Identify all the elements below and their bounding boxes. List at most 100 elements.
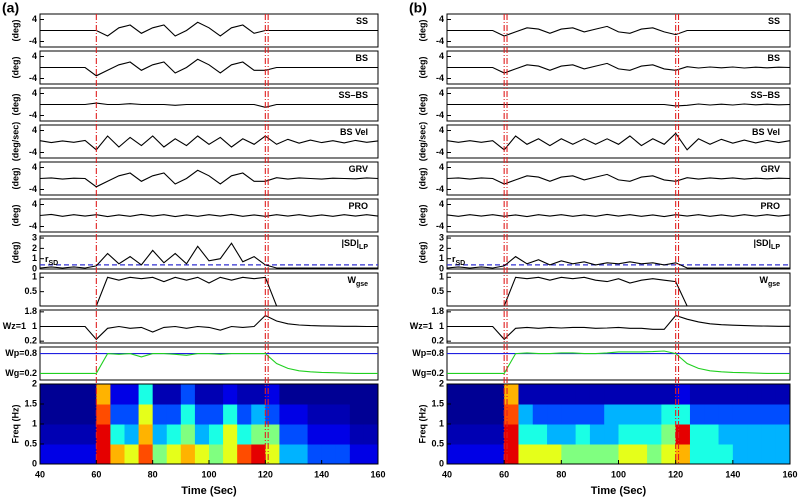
heatmap-cell [647, 404, 662, 425]
panel-frame [446, 161, 791, 196]
heatmap-cell [54, 384, 69, 405]
heatmap-cell [152, 404, 168, 425]
heatmap-cell [475, 404, 491, 425]
panel-label: Wgse [759, 275, 780, 287]
heatmap-cell [718, 444, 734, 465]
heatmap-cell [363, 444, 379, 465]
y-tick-label: 4 [32, 14, 37, 24]
heatmap-cell [321, 424, 337, 445]
y-axis-label: Freq (Hz) [10, 405, 20, 444]
heatmap-cell [279, 384, 294, 405]
y-tick-label: 1.5 [24, 398, 37, 408]
heatmap-cell [447, 444, 462, 465]
heatmap-cell [461, 384, 477, 405]
panel-label-main: SS [768, 16, 780, 26]
heatmap-cell [461, 444, 477, 465]
heatmap-cell [747, 444, 762, 465]
heatmap-cell [194, 424, 210, 445]
series-line [40, 58, 378, 77]
heatmap-cell [618, 444, 634, 465]
heatmap-cell [689, 444, 705, 465]
x-tick-label: 140 [314, 469, 329, 479]
heatmap-cell [589, 404, 605, 425]
y-tick-label: -4 [436, 221, 444, 231]
heatmap-cell [363, 404, 379, 425]
y-tick-label: -4 [436, 36, 444, 46]
panel-label-main: BS Vel [752, 127, 780, 137]
heatmap-cell [732, 404, 748, 425]
panel-label-sub: LP [771, 244, 780, 251]
heatmap-cell [761, 424, 777, 445]
heatmap-cell [349, 384, 365, 405]
panel-label: |SD|LP [342, 238, 369, 250]
panel-frame [39, 346, 379, 381]
heatmap-cell [532, 384, 548, 405]
heatmap-cell [209, 384, 224, 405]
y-tick-label: 4 [439, 51, 444, 61]
x-tick-label: 80 [556, 469, 566, 479]
heatmap-cell [504, 444, 519, 465]
heatmap-cell [647, 424, 662, 445]
x-tick-label: 80 [148, 469, 158, 479]
heatmap-cell [68, 404, 83, 425]
x-tick-label: 120 [258, 469, 273, 479]
heatmap-cell [675, 424, 691, 445]
heatmap-cell [180, 444, 196, 465]
y-tick-label: -4 [29, 110, 37, 120]
threshold-label: rSD [452, 254, 465, 266]
panel-label-sub: gse [356, 281, 368, 288]
y-tick-label: 3 [439, 232, 444, 242]
y-tick-label: -4 [29, 73, 37, 83]
heatmap-cell [704, 444, 720, 465]
heatmap-cell [180, 384, 196, 405]
heatmap-cell [589, 424, 605, 445]
panel-label: BS Vel [340, 127, 368, 137]
heatmap-cell [335, 404, 351, 425]
heatmap-cell [166, 384, 182, 405]
heatmap-cell [349, 444, 365, 465]
heatmap-cell [532, 404, 548, 425]
heatmap-cell [589, 444, 605, 465]
y-tick-label: 0.2 [24, 336, 37, 346]
y-tick-label: 1 [32, 321, 37, 331]
heatmap-cell [307, 444, 323, 465]
heatmap-cell [307, 384, 323, 405]
y-tick-label: 4 [32, 88, 37, 98]
y-tick-label: 4 [439, 199, 444, 209]
panel-label: PRO [348, 201, 368, 211]
panel-frame [39, 161, 379, 196]
heatmap-cell [518, 404, 534, 425]
panel-label: BS Vel [752, 127, 780, 137]
heatmap-cell [547, 424, 562, 445]
x-tick-label: 100 [611, 469, 626, 479]
y-tick-label: 4 [32, 199, 37, 209]
heatmap-cell [504, 404, 519, 425]
heatmap-cell [138, 404, 154, 425]
y-axis-label: (deg) [10, 94, 20, 116]
heatmap-cell [124, 424, 140, 445]
heatmap-cell [152, 444, 168, 465]
heatmap-cell [647, 384, 662, 405]
panel-label: GRV [349, 164, 368, 174]
heatmap-cell [237, 424, 252, 445]
panel-frame [446, 124, 791, 159]
heatmap-cell [661, 424, 677, 445]
heatmap-cell [775, 384, 791, 405]
heatmap-cell [475, 384, 491, 405]
series-label: Wz=1 [410, 321, 433, 331]
series-line [40, 314, 378, 341]
heatmap-cell [54, 444, 69, 465]
y-tick-label: 1 [32, 253, 37, 263]
heatmap-cell [718, 404, 734, 425]
x-axis-label: Time (Sec) [591, 485, 647, 497]
panel-frame [39, 235, 379, 270]
panel-label-main: |SD| [342, 238, 360, 248]
panel-label: SS [768, 16, 780, 26]
heatmap-cell [265, 424, 280, 445]
heatmap-cell [293, 424, 309, 445]
series-line [446, 255, 790, 269]
y-axis-label: (deg) [417, 168, 427, 190]
heatmap-cell [504, 384, 519, 405]
y-tick-label: -4 [29, 221, 37, 231]
heatmap-cell [82, 444, 97, 465]
